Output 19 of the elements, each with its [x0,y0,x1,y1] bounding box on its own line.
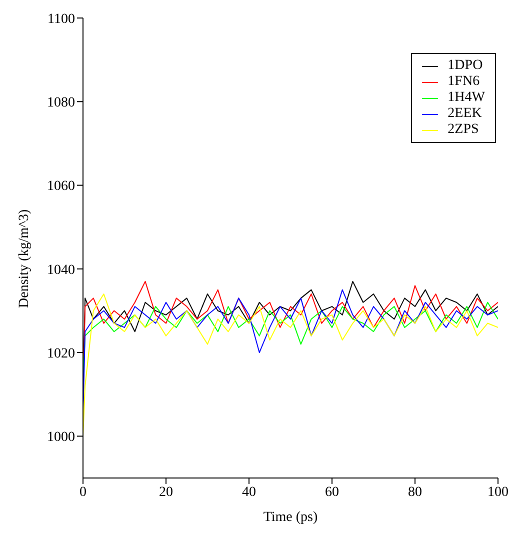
legend-label: 1DPO [448,58,483,74]
x-tick-label: 40 [242,484,256,500]
x-tick-label: 60 [325,484,339,500]
x-tick-label: 0 [80,484,86,500]
x-tick-label: 80 [408,484,422,500]
y-tick-label: 1000 [47,430,75,446]
legend-label: 1FN6 [448,74,480,90]
y-tick-label: 1020 [47,346,75,362]
y-tick-label: 1060 [47,179,75,194]
y-axis-title: Density (kg/m^3) [16,208,32,308]
legend-label: 1H4W [448,90,485,106]
y-tick-label: 1100 [48,12,75,27]
y-tick-label: 1040 [47,262,75,278]
x-tick-label: 20 [159,484,173,500]
legend-label: 2ZPS [448,122,479,138]
legend-label: 2EEK [448,106,482,122]
x-tick-label: 100 [488,484,508,500]
x-axis-title: Time (ps) [263,510,318,525]
y-tick-label: 1080 [47,96,75,111]
